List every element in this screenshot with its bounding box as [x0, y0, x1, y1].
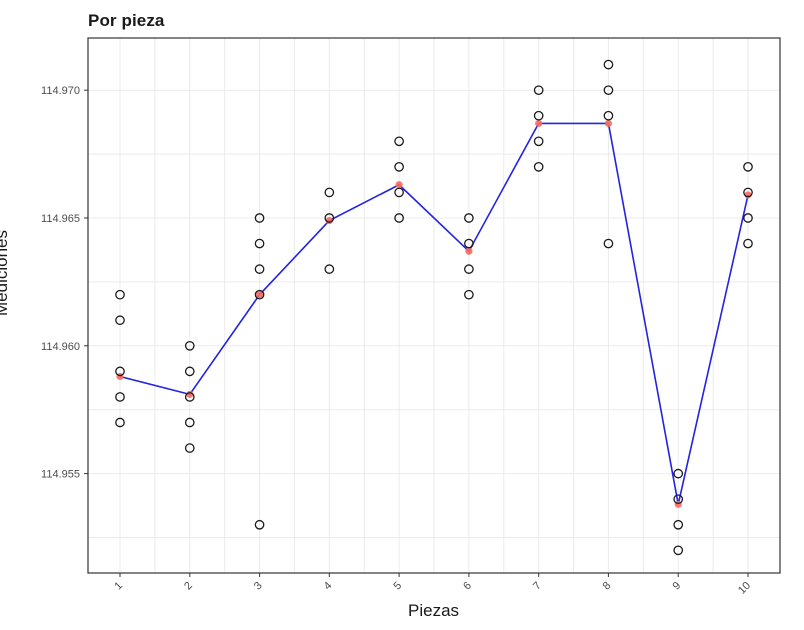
- svg-text:2: 2: [182, 580, 195, 593]
- svg-text:8: 8: [601, 580, 614, 593]
- svg-text:10: 10: [736, 580, 753, 597]
- svg-text:4: 4: [322, 580, 335, 593]
- svg-text:114.970: 114.970: [41, 85, 80, 97]
- svg-text:114.955: 114.955: [41, 469, 80, 481]
- svg-text:7: 7: [531, 580, 544, 593]
- svg-text:114.960: 114.960: [41, 341, 80, 353]
- svg-text:114.965: 114.965: [41, 213, 80, 225]
- svg-text:5: 5: [391, 580, 404, 593]
- svg-text:9: 9: [671, 580, 684, 593]
- svg-text:3: 3: [252, 580, 265, 593]
- svg-text:6: 6: [461, 580, 474, 593]
- svg-text:1: 1: [112, 580, 125, 593]
